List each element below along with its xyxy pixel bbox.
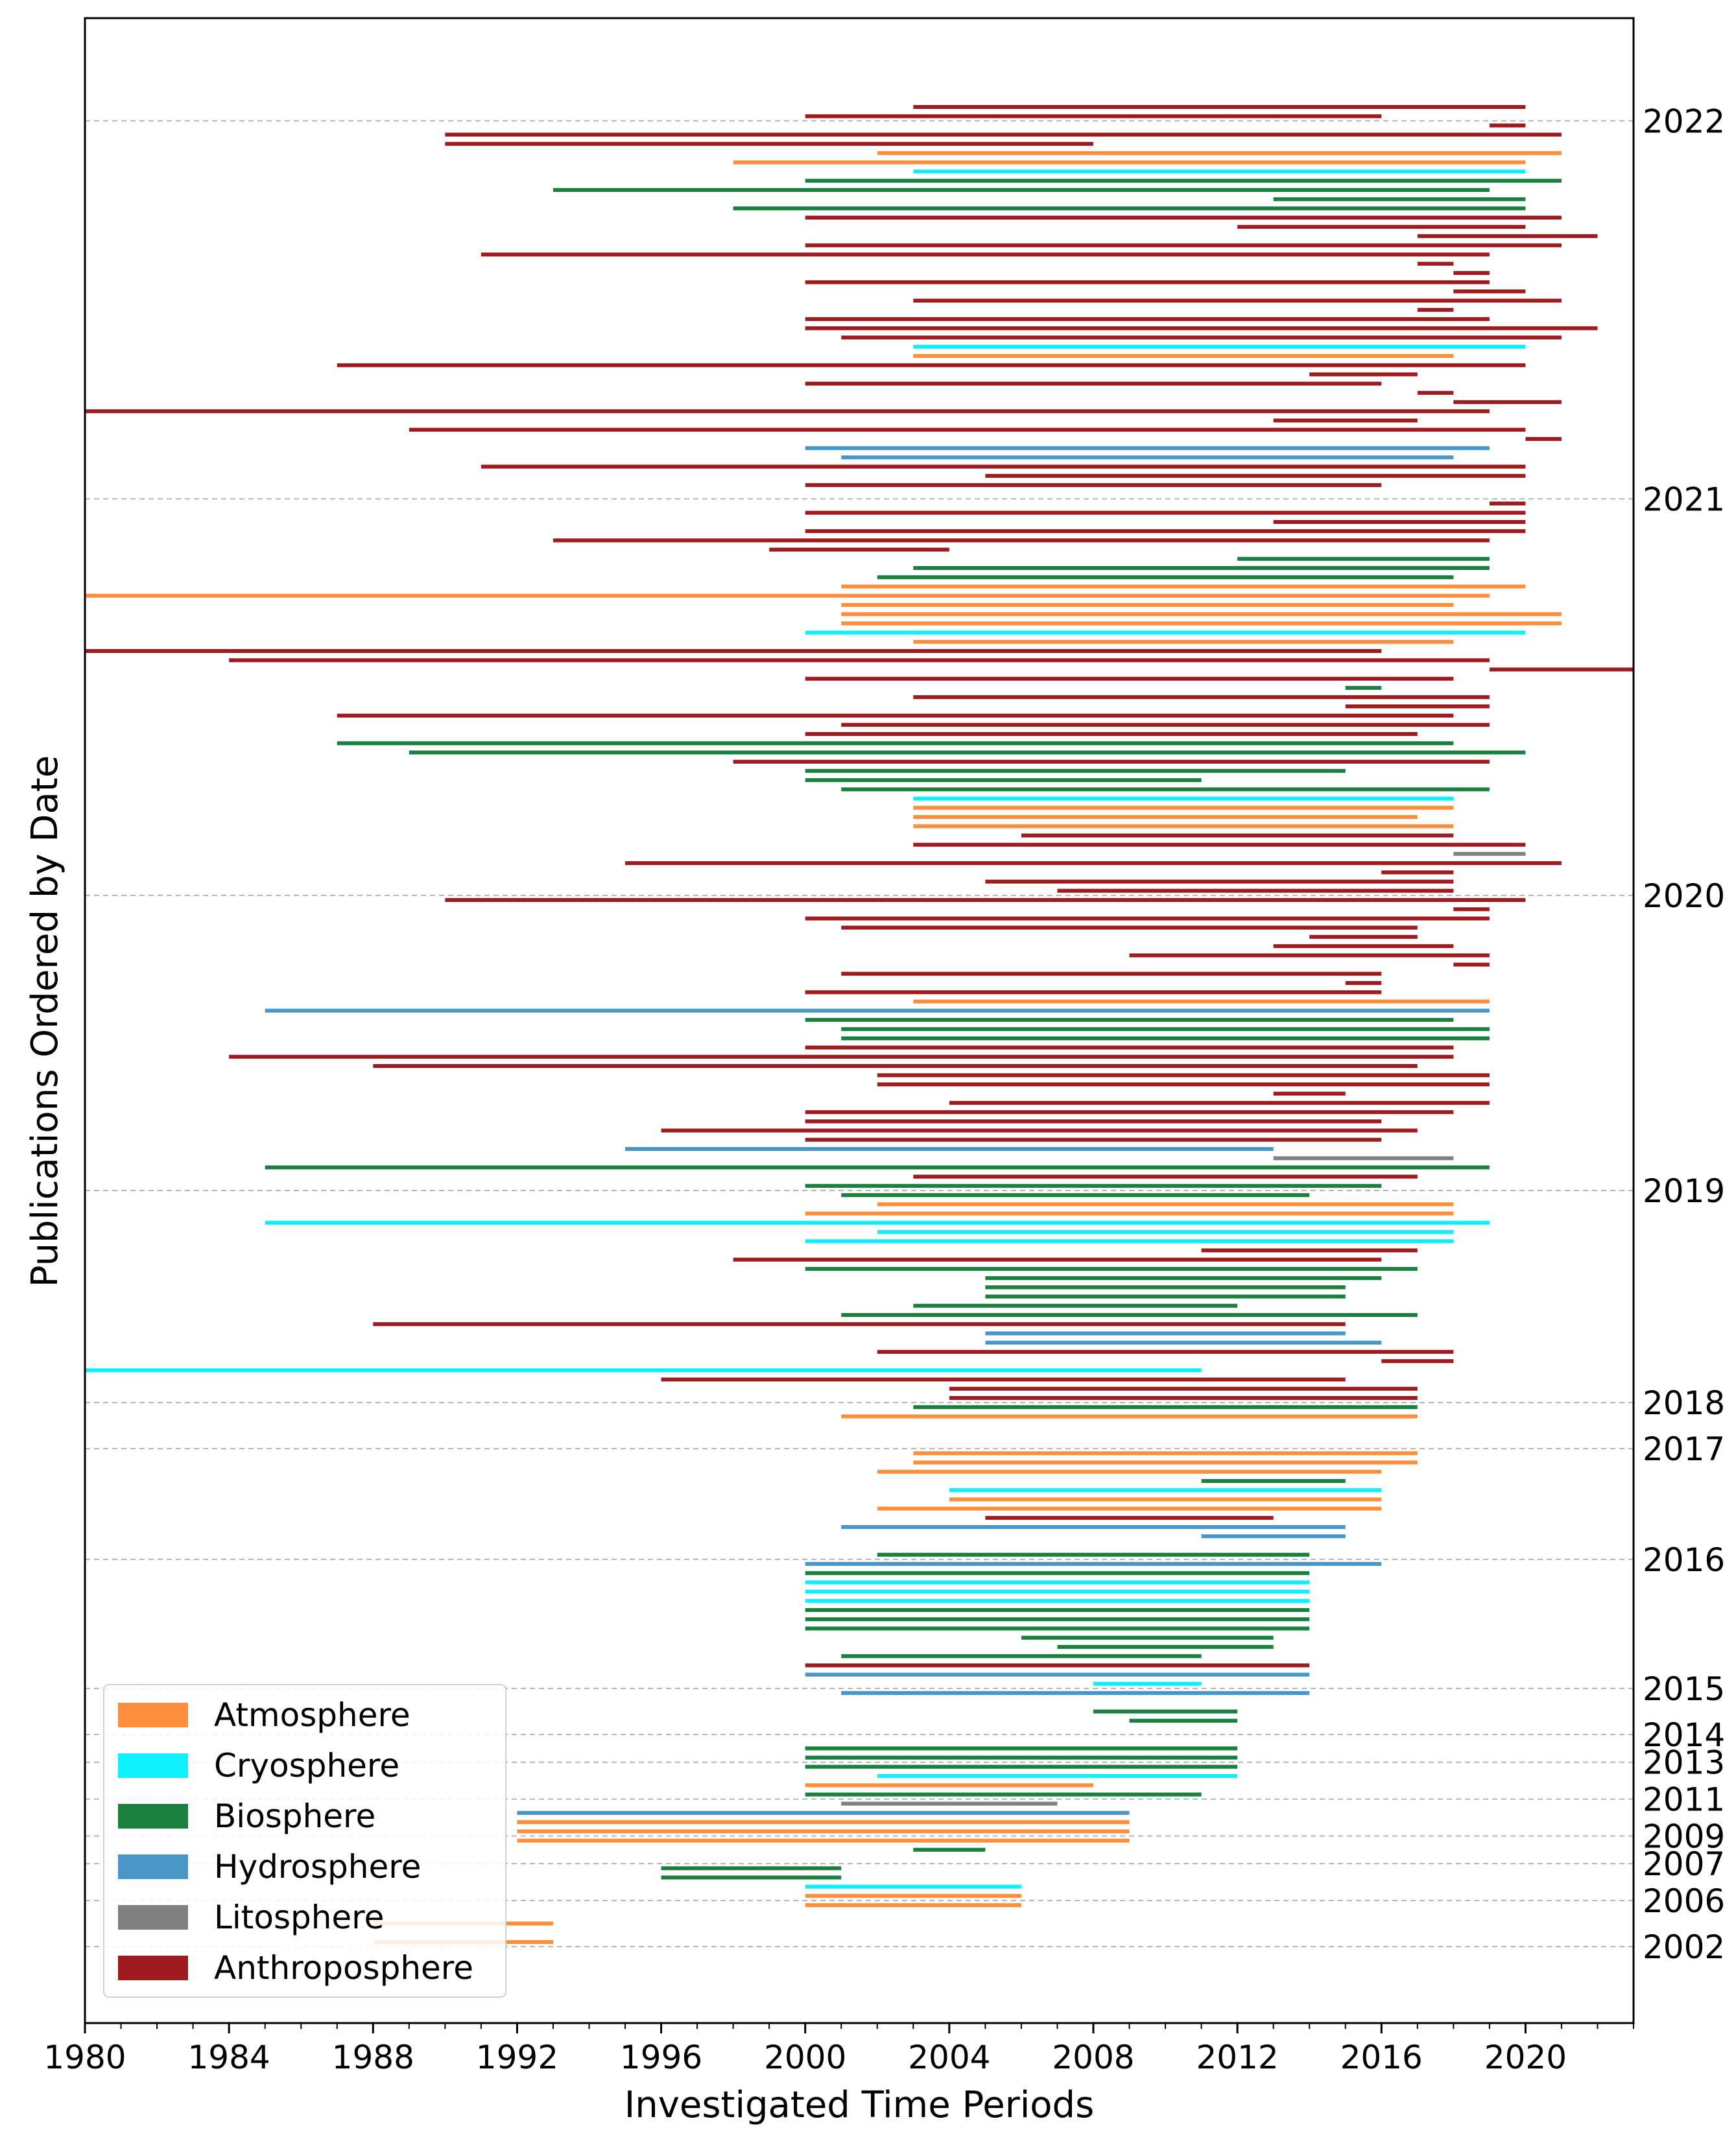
legend: Atmosphere Cryosphere Biosphere Hydrosphere… — [103, 1684, 506, 1998]
legend-box — [103, 1684, 506, 1998]
x-tick-label-1988: 1988 — [332, 2039, 414, 2076]
period-segments — [85, 105, 1634, 1944]
year-label-2013: 2013 — [1643, 1744, 1725, 1782]
year-label-2019: 2019 — [1643, 1172, 1725, 1210]
year-label-2021: 2021 — [1643, 480, 1725, 518]
plot-frame — [84, 17, 1635, 2024]
legend-swatch-biosphere — [118, 1804, 188, 1829]
legend-swatch-hydrosphere — [118, 1854, 188, 1879]
year-label-2007: 2007 — [1643, 1845, 1725, 1883]
legend-swatch-atmosphere — [118, 1703, 188, 1727]
year-label-2022: 2022 — [1643, 102, 1725, 140]
x-tick-label-2008: 2008 — [1052, 2039, 1134, 2076]
x-tick-label-2012: 2012 — [1196, 2039, 1278, 2076]
legend-label-atmosphere: Atmosphere — [214, 1696, 410, 1734]
legend-label-anthroposphere: Anthroposphere — [214, 1949, 473, 1987]
x-tick-label-2016: 2016 — [1340, 2039, 1423, 2076]
legend-label-litosphere: Litosphere — [214, 1899, 384, 1936]
legend-label-cryosphere: Cryosphere — [214, 1747, 399, 1784]
year-label-2018: 2018 — [1643, 1384, 1725, 1422]
legend-swatch-cryosphere — [118, 1753, 188, 1778]
x-tick-label-1984: 1984 — [188, 2039, 270, 2076]
year-label-2016: 2016 — [1643, 1541, 1725, 1579]
year-label-2006: 2006 — [1643, 1882, 1725, 1920]
x-tick-label-1992: 1992 — [476, 2039, 558, 2076]
legend-swatch-anthroposphere — [118, 1956, 188, 1980]
x-tick-label-2000: 2000 — [764, 2039, 846, 2076]
legend-label-hydrosphere: Hydrosphere — [214, 1848, 421, 1886]
year-label-2015: 2015 — [1643, 1670, 1725, 1708]
x-axis-title: Investigated Time Periods — [624, 2084, 1095, 2126]
legend-label-biosphere: Biosphere — [214, 1797, 375, 1835]
x-tick-label-2020: 2020 — [1484, 2039, 1567, 2076]
x-tick-label-1996: 1996 — [620, 2039, 702, 2076]
year-label-2011: 2011 — [1643, 1781, 1725, 1819]
year-label-2020: 2020 — [1643, 877, 1725, 915]
year-label-2014: 2014 — [1643, 1716, 1725, 1754]
year-label-2009: 2009 — [1643, 1818, 1725, 1855]
x-tick-label-2004: 2004 — [908, 2039, 990, 2076]
x-tick-label-1980: 1980 — [43, 2039, 126, 2076]
x-axis: 1980 1984 1988 1992 1996 2000 2004 2008 2012 2016… — [43, 2023, 1634, 2076]
year-label-2002: 2002 — [1643, 1928, 1725, 1966]
year-labels: 2022 2021 2020 2019 2018 2017 2016 2015 20142013… — [1643, 102, 1725, 1966]
year-label-2017: 2017 — [1643, 1430, 1725, 1468]
y-axis-title: Publications Ordered by Date — [24, 755, 66, 1287]
legend-swatch-litosphere — [118, 1905, 188, 1930]
